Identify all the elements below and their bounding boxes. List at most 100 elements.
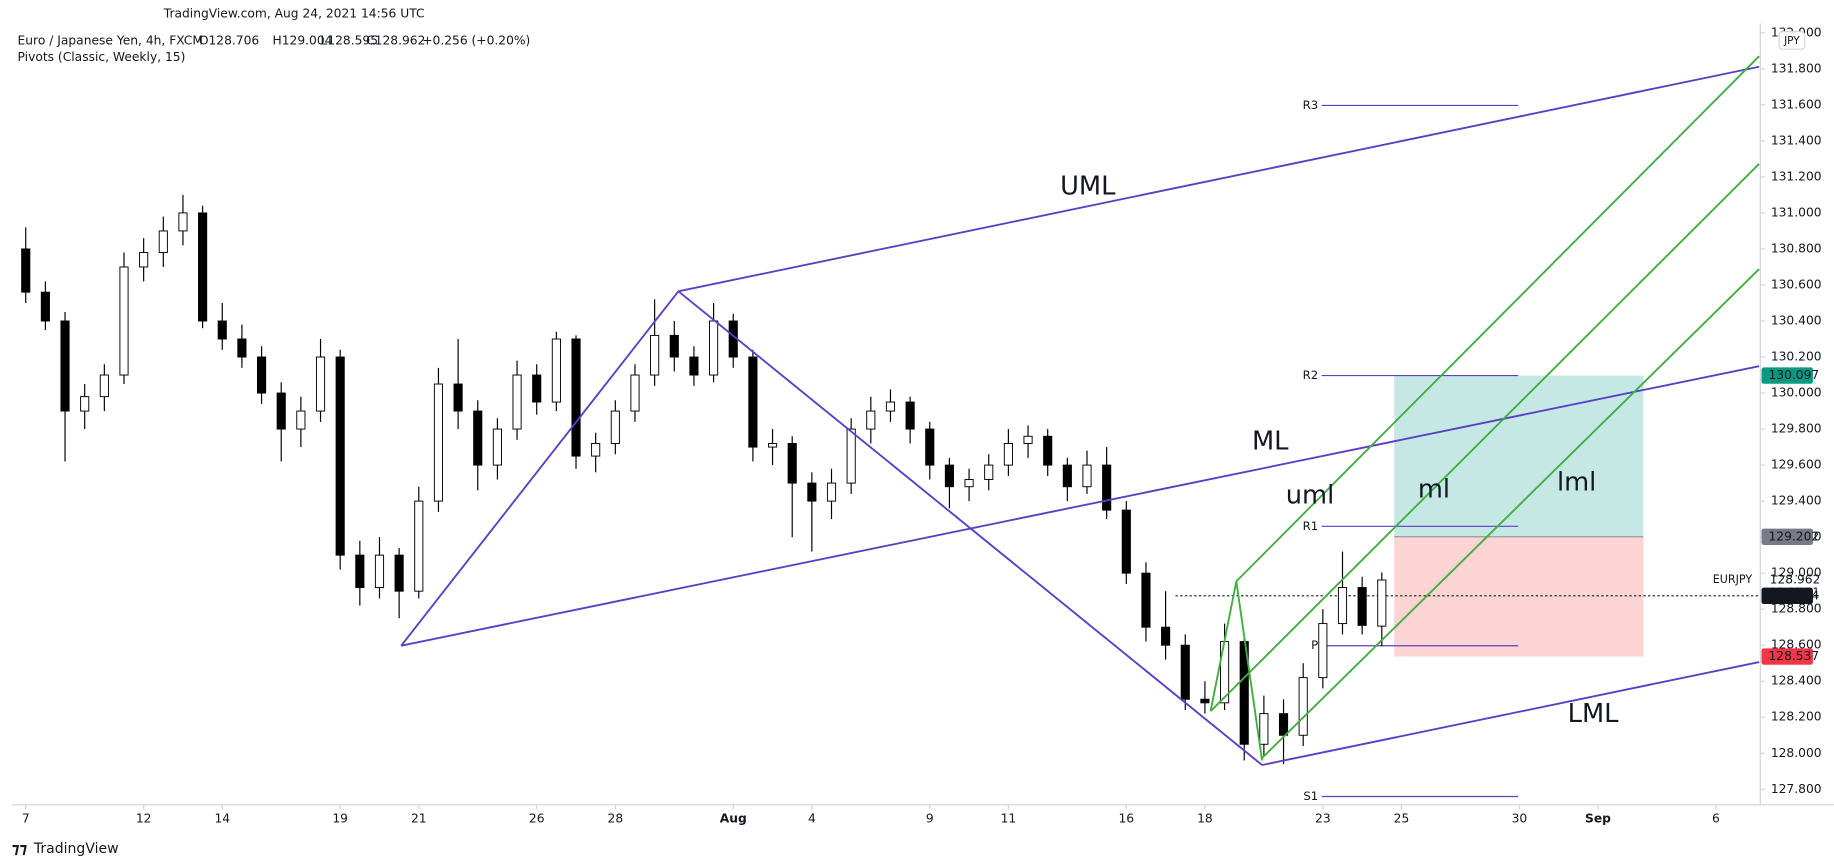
x-tick-label: 25: [1394, 811, 1410, 825]
ohlc-high: H129.004: [273, 34, 333, 48]
candle-body: [178, 212, 188, 232]
x-tick-label: 28: [608, 811, 624, 825]
candle-body: [1200, 698, 1210, 704]
candle-body: [689, 356, 699, 376]
candle-body: [60, 320, 70, 412]
x-tick-label: 19: [332, 811, 348, 825]
symbol-label: EURJPY: [1713, 573, 1753, 586]
annotations: UML ML uml ml lml LML: [1060, 172, 1619, 730]
mini-upper-line: [1235, 55, 1760, 583]
x-tick-label: 11: [1001, 811, 1017, 825]
median-line: [400, 365, 1760, 647]
candle-body: [139, 252, 149, 268]
candle-body: [1357, 587, 1367, 626]
candle-body: [1121, 509, 1131, 574]
candle-body: [1337, 587, 1348, 625]
y-tick-label: 129.000: [1771, 566, 1822, 580]
candle-body: [610, 410, 620, 444]
pitchfork: [400, 55, 1760, 766]
candle-body: [80, 396, 90, 412]
candle-body: [1082, 464, 1092, 488]
candle-body: [1318, 623, 1328, 679]
candle-body: [433, 383, 444, 502]
candle-body: [1161, 626, 1171, 646]
y-tick-label: 130.600: [1771, 277, 1822, 291]
y-tick-label: 131.800: [1771, 61, 1822, 75]
price-axis: [11, 23, 1834, 806]
candles: [21, 194, 1387, 765]
price-tag-label: 128.874: [1769, 588, 1820, 602]
candle-body: [1102, 464, 1112, 511]
pivot-label: R1: [1303, 519, 1319, 533]
candle-body: [1180, 644, 1190, 700]
annotation: ml: [1418, 475, 1450, 505]
candle-body: [591, 443, 601, 457]
x-tick-label: 7: [22, 811, 30, 825]
candle-body: [807, 482, 817, 502]
loss-zone: [1394, 536, 1644, 657]
x-tick-label: 16: [1119, 811, 1135, 825]
mini-median-line: [1209, 163, 1760, 712]
price-tag-label: 128.537: [1769, 649, 1820, 663]
candle-body: [1278, 713, 1289, 736]
annotation: UML: [1060, 172, 1116, 202]
candle-body: [1043, 435, 1053, 466]
candle-body: [1003, 443, 1013, 466]
profit-zone: [1394, 375, 1644, 537]
candle-body: [1298, 677, 1308, 736]
price-tag: [1761, 367, 1813, 384]
y-tick-label: 131.200: [1771, 169, 1822, 183]
pivot-label: P: [1311, 638, 1318, 652]
ohlc-open: O128.706: [199, 34, 260, 48]
candle-body: [99, 374, 109, 398]
pivot-label: S1: [1303, 789, 1318, 803]
candle-body: [925, 428, 935, 466]
currency-badge[interactable]: [1778, 31, 1806, 50]
y-tick-label: 128.800: [1771, 602, 1822, 616]
candle-body: [885, 401, 896, 412]
candle-body: [315, 356, 326, 412]
candle-body: [1141, 572, 1151, 628]
currency[interactable]: JPY: [1783, 35, 1800, 47]
y-tick-label: 127.800: [1771, 782, 1822, 796]
candle-body: [276, 392, 286, 430]
logo-mark: ⁊⁊: [12, 840, 28, 858]
mini-lower-line: [1261, 268, 1760, 759]
price-tag-label: 129.202: [1769, 529, 1820, 543]
candle-body: [748, 356, 758, 448]
candle-body: [532, 374, 542, 403]
y-tick-label: 130.800: [1771, 241, 1822, 255]
header: TradingView.com, Aug 24, 2021 14:56 UTC …: [12, 7, 1806, 858]
candle-body: [571, 338, 581, 457]
candle-body: [257, 356, 267, 394]
indicator: Pivots (Classic, Weekly, 15): [18, 50, 186, 64]
price-tag: [1761, 648, 1813, 665]
pivot-label: R2: [1303, 368, 1319, 382]
candle-body: [355, 554, 365, 589]
mini-fork-handle: [1235, 581, 1263, 761]
candle-body: [335, 356, 345, 556]
lower-median-line: [1261, 661, 1760, 766]
logo: TradingView: [33, 841, 119, 857]
x-tick-label: 23: [1315, 811, 1331, 825]
candle-body: [630, 374, 640, 412]
candle-body: [964, 479, 974, 488]
candle-body: [1023, 435, 1033, 444]
y-tick-label: 128.000: [1771, 746, 1822, 760]
x-tick-label: 14: [214, 811, 230, 825]
candle-body: [40, 291, 50, 322]
ohlc-close: C128.962: [366, 34, 425, 48]
annotation: LML: [1568, 699, 1620, 729]
candle-body: [453, 383, 463, 412]
candle-body: [1377, 579, 1387, 627]
y-tick-label: 131.000: [1771, 205, 1822, 219]
last-price: 128.962: [1770, 572, 1821, 586]
x-tick-label: 26: [529, 811, 545, 825]
x-tick-label: 6: [1712, 811, 1720, 825]
upper-median-line: [678, 65, 1760, 293]
ohlc-low: L128.595: [320, 34, 378, 48]
x-tick-label: Sep: [1585, 811, 1611, 825]
candle-body: [650, 334, 660, 376]
candle-body: [1062, 464, 1072, 488]
